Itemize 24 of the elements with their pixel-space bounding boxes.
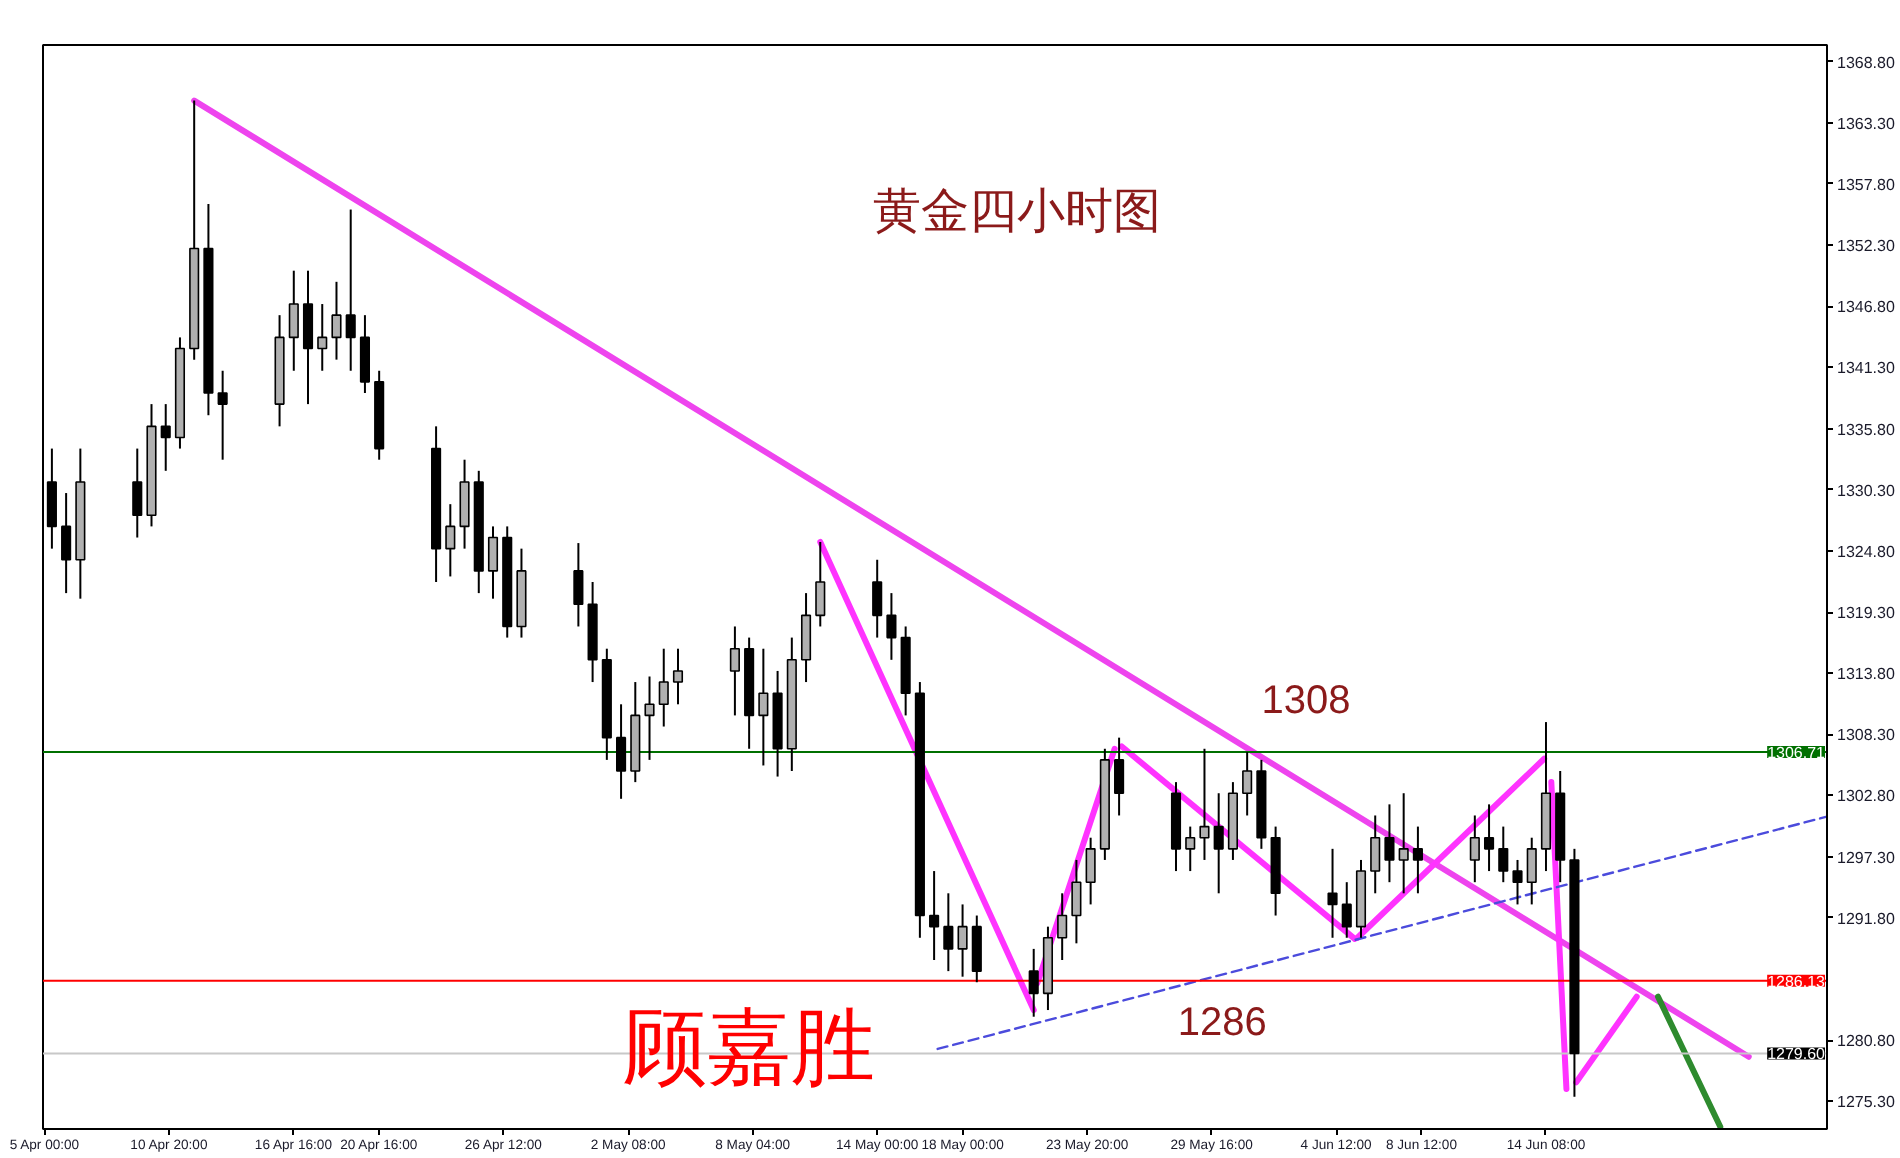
- annotation: 顾嘉胜: [623, 999, 876, 1094]
- y-tick-label: 1313.80: [1837, 665, 1896, 684]
- y-tick-label: 1302.80: [1837, 787, 1896, 806]
- y-tick-label: 1291.80: [1837, 909, 1896, 928]
- y-tick-label: 1352.30: [1837, 237, 1896, 256]
- y-tick-label: 1308.30: [1837, 726, 1896, 745]
- y-tick-label: 1330.30: [1837, 481, 1896, 500]
- y-tick-label: 1335.80: [1837, 420, 1896, 439]
- ref-line-label: 1286.13: [1767, 972, 1827, 991]
- y-tick-label: 1280.80: [1837, 1032, 1896, 1051]
- y-tick-label: 1363.30: [1837, 114, 1896, 133]
- y-tick-label: 1319.30: [1837, 604, 1896, 623]
- y-tick-label: 1368.80: [1837, 53, 1896, 72]
- y-tick-label: 1341.30: [1837, 359, 1896, 378]
- y-tick-label: 1297.30: [1837, 848, 1896, 867]
- text: 黄金四小时图: [873, 182, 1162, 239]
- ref-line-label: 1279.60: [1767, 1045, 1827, 1064]
- ref-line-label: 1306.71: [1767, 743, 1827, 762]
- annotation: 1286: [1177, 1000, 1267, 1045]
- y-tick-label: 1357.80: [1837, 175, 1896, 194]
- annotation: 1308: [1261, 678, 1351, 723]
- y-tick-label: 1275.30: [1837, 1093, 1896, 1112]
- y-tick-label: 1346.80: [1837, 298, 1896, 317]
- y-tick-label: 1324.80: [1837, 542, 1896, 561]
